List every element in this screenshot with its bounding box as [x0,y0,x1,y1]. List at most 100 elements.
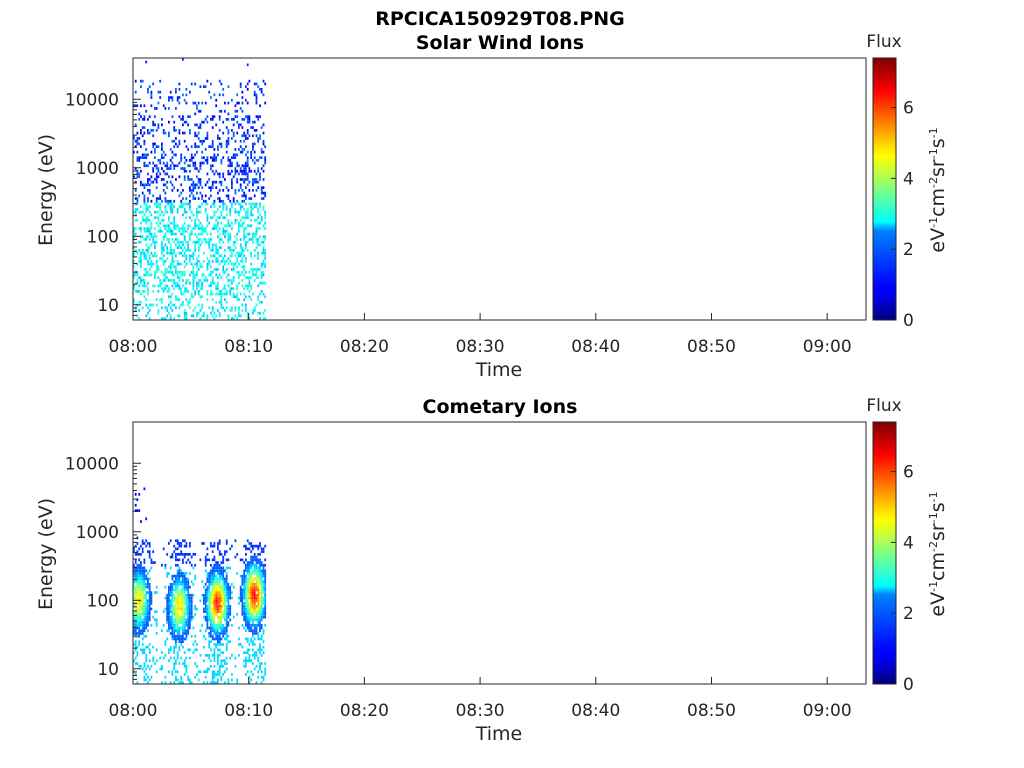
flux-cell [159,205,162,209]
flux-cell [220,659,223,663]
flux-cell [232,585,235,589]
flux-cell [264,257,267,260]
flux-cell [194,613,197,616]
flux-cell [246,150,249,154]
flux-cell [260,191,263,195]
flux-cell [210,648,212,652]
flux-cell [260,88,263,91]
flux-cell [140,618,142,622]
flux-cell [171,583,174,586]
flux-cell [215,169,218,173]
flux-cell [227,596,230,600]
flux-cell [178,142,181,146]
flux-cell [180,270,183,274]
flux-cell [192,651,195,654]
flux-cell [245,591,247,594]
flux-cell [243,194,246,198]
flux-cell [222,569,225,573]
flux-cell [243,618,246,622]
flux-cell [248,585,251,589]
flux-cell [208,593,211,597]
flux-cell [218,667,221,671]
flux-cell [210,189,212,192]
flux-cell [229,235,232,239]
flux-cell [173,164,176,168]
flux-cell [152,180,155,184]
flux-cell [229,254,232,258]
flux-cell [257,613,260,616]
flux-cell [218,189,221,192]
flux-cell [250,126,253,129]
flux-cell [182,629,184,633]
flux-cell [143,131,146,135]
flux-cell [164,183,167,187]
flux-cell [176,591,179,594]
flux-cell [178,129,181,132]
flux-cell [140,79,142,83]
flux-cell [260,574,263,578]
flux-cell [171,183,174,187]
flux-cell [262,651,265,654]
flux-cell [164,675,167,679]
flux-cell [154,270,156,274]
flux-cell [215,561,218,564]
flux-cell [185,561,188,564]
flux-cell [134,281,137,285]
flux-cell [134,249,137,252]
flux-cell [176,281,179,285]
flux-cell [262,574,265,578]
flux-cell [140,588,142,592]
flux-cell [213,224,216,228]
flux-cell [236,284,239,288]
flux-cell [141,607,144,611]
flux-cell [187,175,190,179]
flux-cell [133,651,135,654]
flux-cell [192,279,195,282]
flux-cell [208,574,211,578]
flux-cell [157,210,160,214]
flux-cell [260,602,263,605]
flux-cell [257,295,260,299]
flux-cell [185,604,188,608]
flux-cell [173,219,176,222]
flux-cell [210,281,212,285]
flux-cell [194,183,197,187]
flux-cell [187,202,190,206]
flux-cell [164,153,167,157]
flux-cell [189,194,191,198]
flux-cell [199,654,202,657]
flux-cell [208,626,211,630]
flux-cell [185,602,188,605]
flux-cell [252,142,254,146]
flux-cell [175,238,177,241]
flux-cell [245,240,247,244]
flux-cell [204,670,207,674]
flux-cell [169,681,172,684]
flux-cell [182,202,184,206]
flux-cell [215,292,218,296]
flux-cell [211,180,214,184]
flux-cell [252,607,254,611]
flux-cell [134,210,137,214]
flux-cell [178,229,181,233]
flux-cell [211,624,214,627]
flux-cell [238,172,240,176]
flux-cell [138,509,141,512]
flux-cell [166,251,169,255]
flux-cell [168,610,170,613]
flux-cell [208,306,211,310]
flux-cell [190,232,193,236]
flux-cell [133,643,135,646]
flux-cell [154,251,156,255]
flux-cell [227,558,230,562]
flux-cell [211,678,214,682]
flux-cell [173,281,176,285]
flux-cell [257,599,260,603]
flux-cell [169,148,172,151]
flux-cell [189,164,191,168]
flux-cell [257,604,260,608]
flux-cell [204,618,207,622]
flux-cell [140,566,142,570]
flux-cell [241,583,244,586]
flux-cell [220,651,223,654]
